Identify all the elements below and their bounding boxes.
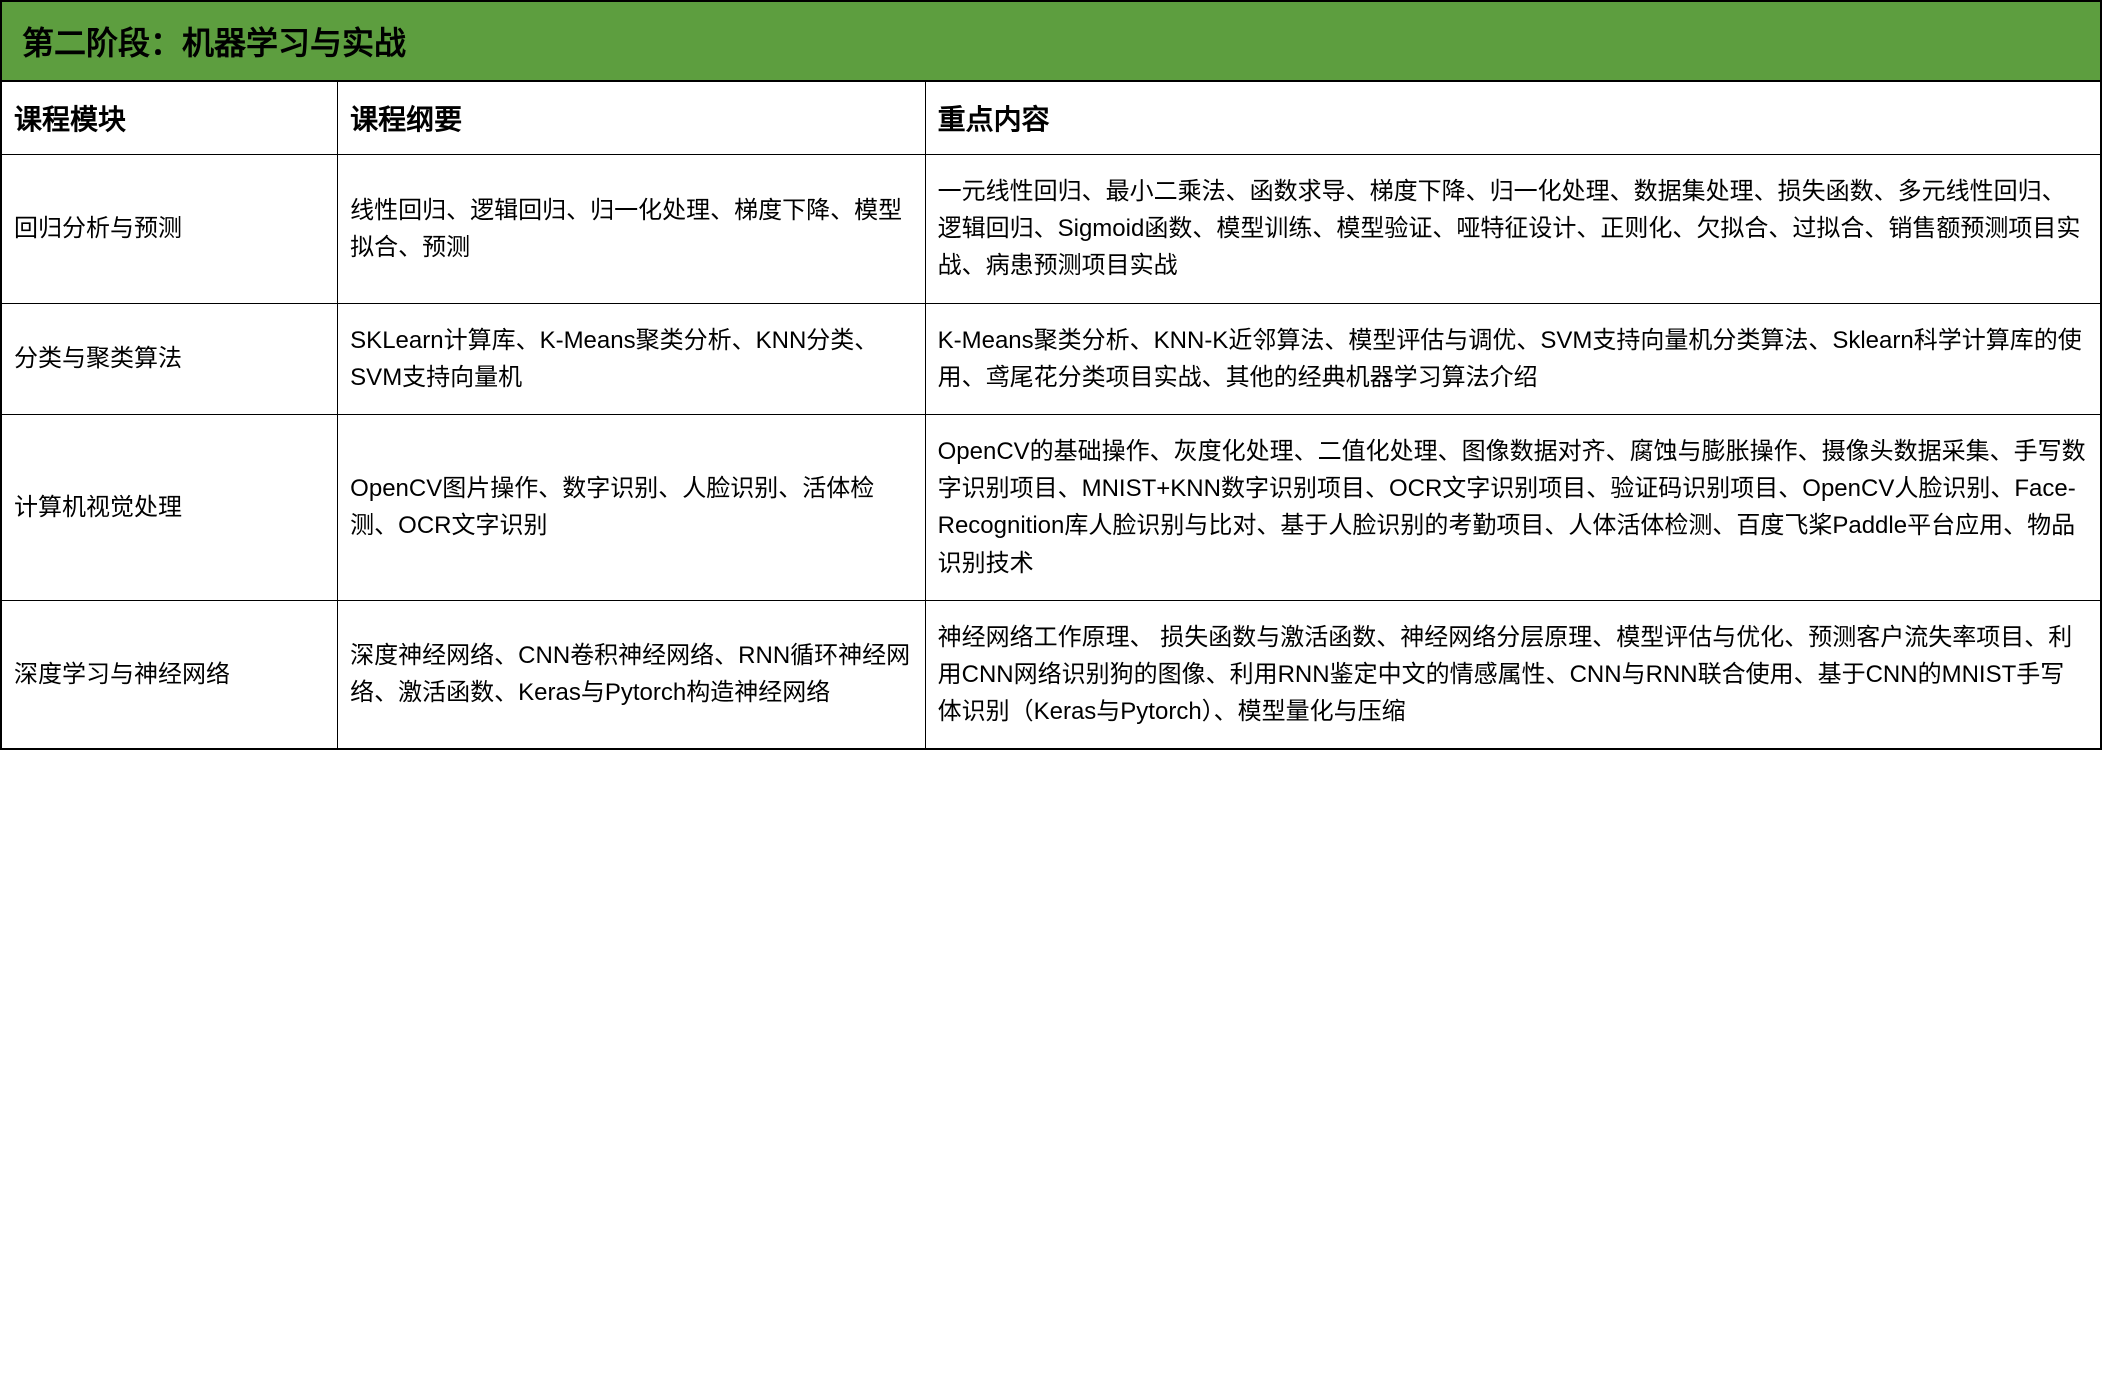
cell-outline: SKLearn计算库、K-Means聚类分析、KNN分类、SVM支持向量机 xyxy=(338,303,925,414)
col-header-topics: 重点内容 xyxy=(925,82,2100,155)
cell-topics: 神经网络工作原理、 损失函数与激活函数、神经网络分层原理、模型评估与优化、预测客… xyxy=(925,600,2100,748)
cell-module: 计算机视觉处理 xyxy=(2,414,338,600)
cell-topics: 一元线性回归、最小二乘法、函数求导、梯度下降、归一化处理、数据集处理、损失函数、… xyxy=(925,155,2100,304)
col-header-outline: 课程纲要 xyxy=(338,82,925,155)
table-row: 分类与聚类算法 SKLearn计算库、K-Means聚类分析、KNN分类、SVM… xyxy=(2,303,2100,414)
cell-outline: 深度神经网络、CNN卷积神经网络、RNN循环神经网络、激活函数、Keras与Py… xyxy=(338,600,925,748)
table-body: 课程模块 课程纲要 重点内容 回归分析与预测 线性回归、逻辑回归、归一化处理、梯… xyxy=(2,82,2100,748)
table-title: 第二阶段：机器学习与实战 xyxy=(2,2,2100,82)
cell-outline: OpenCV图片操作、数字识别、人脸识别、活体检测、OCR文字识别 xyxy=(338,414,925,600)
cell-module: 分类与聚类算法 xyxy=(2,303,338,414)
table-row: 计算机视觉处理 OpenCV图片操作、数字识别、人脸识别、活体检测、OCR文字识… xyxy=(2,414,2100,600)
col-header-module: 课程模块 xyxy=(2,82,338,155)
table-row: 深度学习与神经网络 深度神经网络、CNN卷积神经网络、RNN循环神经网络、激活函… xyxy=(2,600,2100,748)
table-row: 回归分析与预测 线性回归、逻辑回归、归一化处理、梯度下降、模型拟合、预测 一元线… xyxy=(2,155,2100,304)
curriculum-table: 第二阶段：机器学习与实战 课程模块 课程纲要 重点内容 回归分析与预测 线性回归… xyxy=(0,0,2102,750)
cell-topics: K-Means聚类分析、KNN-K近邻算法、模型评估与调优、SVM支持向量机分类… xyxy=(925,303,2100,414)
cell-module: 深度学习与神经网络 xyxy=(2,600,338,748)
cell-outline: 线性回归、逻辑回归、归一化处理、梯度下降、模型拟合、预测 xyxy=(338,155,925,304)
cell-topics: OpenCV的基础操作、灰度化处理、二值化处理、图像数据对齐、腐蚀与膨胀操作、摄… xyxy=(925,414,2100,600)
cell-module: 回归分析与预测 xyxy=(2,155,338,304)
table-header-row: 课程模块 课程纲要 重点内容 xyxy=(2,82,2100,155)
